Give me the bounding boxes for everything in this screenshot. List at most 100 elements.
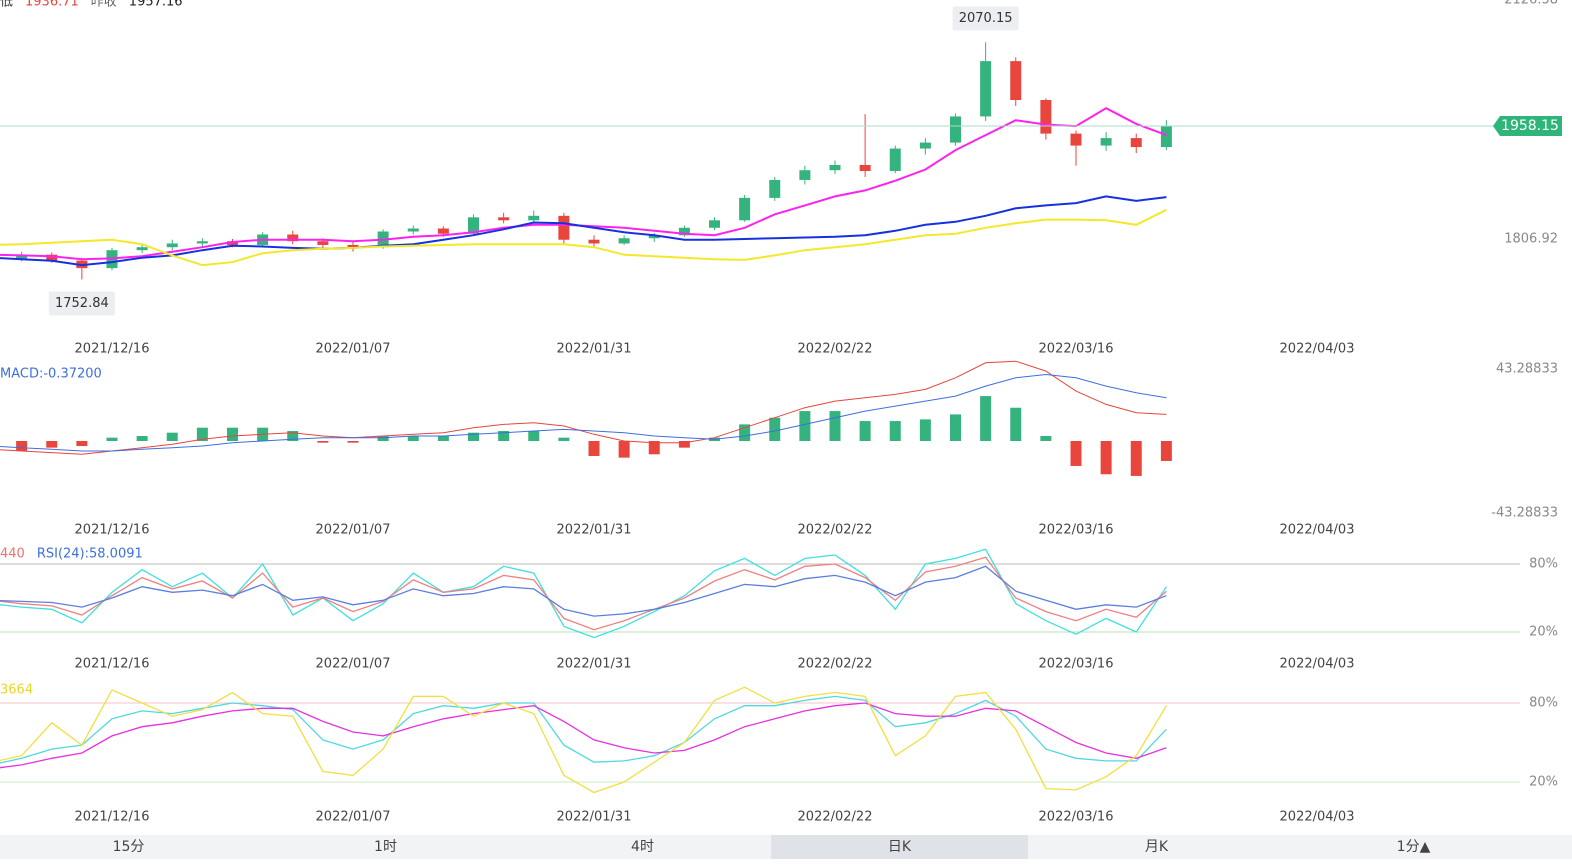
indicator-line xyxy=(0,702,1167,769)
indicator-label: 1936.71 xyxy=(25,0,79,10)
y-tick-label: 80% xyxy=(1529,557,1558,572)
indicator-label: 3664 xyxy=(0,683,33,698)
candle-body xyxy=(1100,138,1112,146)
max-label: 2070.15 xyxy=(959,11,1013,26)
x-tick-label: 2022/02/22 xyxy=(798,342,873,357)
macd-bar xyxy=(739,424,751,441)
macd-bar xyxy=(76,441,88,446)
candle-body xyxy=(709,220,720,228)
candle-body xyxy=(166,243,178,248)
candle-body xyxy=(498,217,510,221)
macd-bar xyxy=(46,441,58,448)
x-tick-label: 2022/03/16 xyxy=(1039,657,1114,672)
macd-bar xyxy=(1010,407,1022,441)
y-tick-label: 1806.92 xyxy=(1504,232,1558,247)
macd-bar xyxy=(437,436,449,441)
macd-bar xyxy=(1070,441,1082,466)
indicator-label: 昨收 xyxy=(91,0,117,10)
last-price-badge xyxy=(1493,116,1562,137)
macd-bar xyxy=(1160,441,1172,461)
y-tick-label: 2126.58 xyxy=(1504,0,1558,8)
candle-body xyxy=(136,247,148,251)
macd-bar xyxy=(950,414,961,441)
candle-body xyxy=(678,227,690,236)
candle-body xyxy=(437,228,449,234)
candle-body xyxy=(1130,138,1142,148)
period-tab[interactable]: 1分▲ xyxy=(1396,839,1431,855)
x-tick-label: 2022/02/22 xyxy=(798,657,873,672)
candle-body xyxy=(980,61,992,117)
macd-bar xyxy=(1040,436,1052,441)
candle-body xyxy=(859,165,871,171)
indicator-label: MACD:-0.37200 xyxy=(0,367,102,382)
period-tab[interactable]: 1时 xyxy=(374,839,397,855)
candle-body xyxy=(196,241,208,244)
macd-bar xyxy=(558,437,570,441)
candle-body xyxy=(287,234,299,242)
candle-body xyxy=(558,215,570,240)
period-tab[interactable]: 4时 xyxy=(631,839,654,855)
macd-bar xyxy=(889,421,901,441)
x-tick-label: 2022/01/31 xyxy=(557,657,632,672)
candle-body xyxy=(950,116,961,143)
indicator-line xyxy=(0,695,1167,764)
macd-bar xyxy=(678,441,690,448)
macd-bar xyxy=(618,441,630,458)
candle-body xyxy=(769,179,781,198)
x-tick-label: 2022/01/07 xyxy=(316,523,391,538)
period-tab[interactable]: 日K xyxy=(771,835,1028,859)
macd-bar xyxy=(829,411,841,441)
macd-bar xyxy=(919,419,931,441)
indicator-line xyxy=(0,195,1167,267)
candle-body xyxy=(588,239,600,244)
indicator-line xyxy=(0,565,1167,617)
candle-body xyxy=(1010,61,1022,100)
candle-body xyxy=(227,241,238,245)
x-tick-label: 2022/03/16 xyxy=(1039,342,1114,357)
candle-body xyxy=(1070,133,1082,146)
macd-bar xyxy=(769,417,781,441)
x-tick-label: 2022/04/03 xyxy=(1280,657,1355,672)
candle-body xyxy=(829,165,841,171)
x-tick-label: 2022/04/03 xyxy=(1280,810,1355,825)
chart: 1806.92 2126.58 2021/12/16 2022/01/07 2022/0… xyxy=(0,0,1562,825)
macd-bar xyxy=(588,441,600,456)
y-tick-label: 20% xyxy=(1529,774,1558,789)
candle-body xyxy=(618,238,630,244)
period-tab[interactable]: 月K xyxy=(1144,839,1169,855)
macd-bar xyxy=(799,411,811,441)
callout-box xyxy=(48,291,115,316)
x-tick-label: 2022/01/07 xyxy=(316,342,391,357)
indicator-label: 低 xyxy=(0,0,13,10)
x-tick-label: 2021/12/16 xyxy=(75,523,150,538)
macd-bar xyxy=(648,441,660,455)
indicator-line xyxy=(0,373,1167,452)
macd-bar xyxy=(166,432,178,441)
indicator-label: RSI(24):58.0091 xyxy=(37,547,143,562)
macd-bar xyxy=(196,427,208,441)
candle-body xyxy=(46,254,58,261)
macd-bar xyxy=(1130,441,1142,476)
macd-bar xyxy=(468,432,479,441)
x-tick-label: 2022/04/03 xyxy=(1280,523,1355,538)
x-tick-label: 2022/01/07 xyxy=(316,810,391,825)
period-tab[interactable]: 15分 xyxy=(112,839,145,855)
macd-bar xyxy=(377,436,389,441)
macd-bar xyxy=(347,441,359,443)
indicator-label: 1957.16 xyxy=(129,0,183,10)
last-price-label: 1958.15 xyxy=(1501,118,1559,134)
candle-body xyxy=(347,244,359,248)
x-tick-label: 2022/01/31 xyxy=(557,810,632,825)
macd-bar xyxy=(528,431,540,441)
macd-bar xyxy=(407,436,419,441)
y-tick-label: 80% xyxy=(1529,696,1558,711)
x-tick-label: 2022/03/16 xyxy=(1039,523,1114,538)
macd-bar xyxy=(287,431,299,441)
candle-body xyxy=(1040,99,1052,134)
macd-bar xyxy=(859,421,871,441)
x-tick-label: 2021/12/16 xyxy=(75,810,150,825)
indicator-line xyxy=(0,686,1167,794)
period-tabs: 15分 1时 4时 日K 月K 1分▲ xyxy=(0,835,1572,859)
y-tick-label: -43.28833 xyxy=(1491,506,1558,521)
